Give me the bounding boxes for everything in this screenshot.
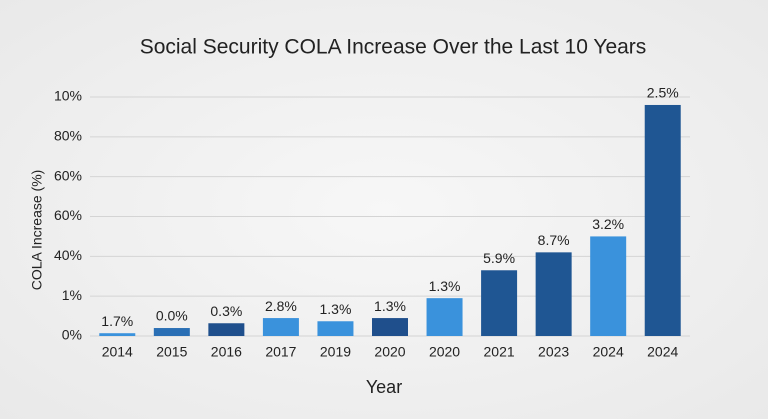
bar [426,298,463,336]
x-tick-label: 2017 [265,344,296,360]
data-label: 2.5% [647,85,679,101]
x-tick-label: 2019 [320,344,351,360]
y-tick-label: 0% [62,327,82,343]
bar [590,236,627,336]
x-tick-label: 2016 [211,344,242,360]
data-label: 5.9% [483,250,515,266]
bar [99,333,136,336]
x-tick-label: 2020 [374,344,405,360]
data-label: 1.3% [429,278,461,294]
bar [262,318,299,336]
x-tick-label: 2024 [593,344,624,360]
chart-title: Social Security COLA Increase Over the L… [140,36,647,59]
data-label: 8.7% [538,232,570,248]
bar [481,270,518,336]
data-label: 0.3% [210,303,242,319]
y-tick-label: 60% [54,207,82,223]
x-tick-label: 2014 [102,344,133,360]
x-tick-label: 2023 [538,344,569,360]
x-tick-label: 2020 [429,344,460,360]
data-label: 1.7% [101,313,133,329]
data-label: 2.8% [265,298,297,314]
bar [317,321,354,336]
bar [644,104,681,336]
bar [535,252,572,336]
data-label: 1.3% [374,298,406,314]
y-axis-title: COLA Increase (%) [29,170,45,291]
data-label: 0.0% [156,308,188,324]
x-tick-label: 2021 [484,344,515,360]
y-tick-label: 1% [62,287,82,303]
y-tick-label: 60% [54,167,82,183]
bar [153,328,190,336]
y-tick-label: 10% [54,88,82,104]
x-axis-title: Year [366,377,402,397]
bar [208,323,245,336]
bar [372,318,408,336]
data-label: 1.3% [319,301,351,317]
x-tick-label: 2024 [647,344,678,360]
y-tick-label: 80% [54,128,82,144]
data-label: 3.2% [592,216,624,232]
y-tick-label: 40% [54,247,82,263]
x-tick-label: 2015 [156,344,187,360]
